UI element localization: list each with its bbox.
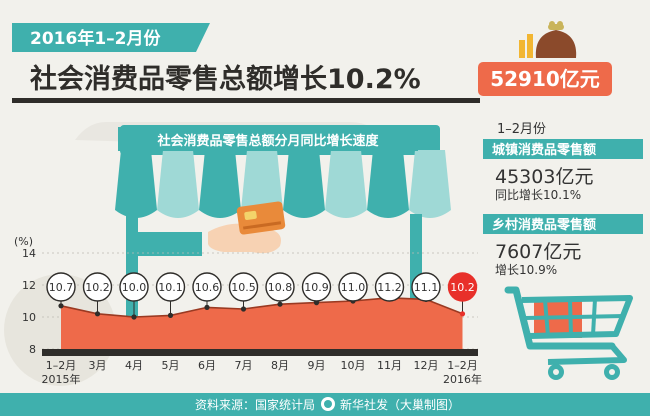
value-bubble [374, 272, 405, 302]
value-bubble [119, 272, 149, 302]
value-label: 10.9 [304, 281, 329, 294]
awning [115, 150, 451, 218]
data-point [459, 311, 466, 317]
data-point [204, 304, 210, 310]
awning-stripe [283, 150, 325, 218]
shop-sign [128, 232, 202, 256]
x-year-label: 2015年 [42, 372, 81, 386]
value-bubble [192, 272, 222, 302]
x-tick-label: 1–2月 [46, 359, 77, 372]
y-tick-label: 14 [22, 247, 36, 260]
value-bubble [155, 272, 186, 302]
rural-growth: 增长10.9% [495, 263, 557, 277]
x-tick-label: 1–2月 [447, 359, 478, 372]
x-tick-label: 4月 [125, 359, 143, 372]
x-tick-label: 12月 [414, 359, 439, 372]
growth-area [61, 297, 463, 349]
rural-title: 乡村消费品零售额 [492, 217, 596, 233]
value-bubble [265, 272, 295, 302]
value-label: 11.1 [414, 281, 439, 294]
hand-card-icon [208, 201, 286, 254]
sidebar-period: 1–2月份 [497, 122, 546, 137]
headline: 社会消费品零售总额增长10.2% [30, 63, 421, 95]
urban-title-bg [483, 139, 643, 159]
x-tick-label: 8月 [271, 359, 289, 372]
x-axis-bar [42, 349, 478, 356]
value-label: 10.2 [85, 281, 110, 294]
awning-stripe [409, 150, 451, 218]
data-point [277, 301, 283, 307]
value-label: 10.1 [158, 281, 183, 294]
date-banner [12, 23, 210, 52]
value-label: 10.5 [231, 281, 256, 294]
awning-stripe [157, 150, 199, 218]
total-badge [478, 62, 612, 96]
value-bubble [411, 272, 441, 302]
data-point [131, 314, 137, 320]
value-bubble [46, 272, 76, 302]
chart-title-ribbon [118, 127, 418, 151]
value-label: 10.7 [49, 281, 74, 294]
sidebar: 1–2月份 城镇消费品零售额 45303亿元 同比增长10.1% 乡村消费品零售… [483, 122, 643, 380]
awning-stripe [367, 150, 409, 218]
rural-title-bg [483, 214, 643, 234]
awning-stripe [325, 150, 367, 218]
y-tick-label: 8 [29, 343, 36, 356]
data-point [58, 303, 64, 309]
value-bubble [228, 272, 259, 302]
footer: 资料来源：国家统计局 新华社发（大巢制图） [0, 393, 650, 416]
value-label: 10.8 [268, 281, 293, 294]
value-bubble [82, 272, 113, 302]
growth-chart: (%) 14 12 10 8 10.7 10.2 10.0 10.1 10.6 10.5 10.8… [14, 235, 482, 386]
total-value: 52910亿元 [490, 67, 600, 91]
value-label: 10.0 [122, 281, 147, 294]
x-tick-label: 10月 [341, 359, 366, 372]
credit-text: 新华社发（大巢制图） [340, 397, 460, 412]
header: 2016年1–2月份 社会消费品零售总额增长10.2% 52910亿元 [12, 21, 612, 103]
data-point [94, 311, 101, 317]
store-pillar-left [126, 214, 138, 324]
value-bubble [338, 272, 368, 302]
purse-icon [519, 21, 577, 58]
source-text: 资料来源：国家统计局 [195, 397, 315, 412]
y-grid: 14 12 10 8 [22, 247, 478, 356]
x-tick-label: 3月 [89, 359, 107, 372]
xinhua-logo-icon [321, 397, 335, 411]
x-tick-label: 6月 [198, 359, 216, 372]
awning-stripe [199, 150, 241, 218]
y-axis-unit: (%) [14, 235, 33, 248]
headline-underline [12, 98, 480, 103]
value-bubble [447, 272, 478, 302]
x-tick-label: 9月 [308, 359, 326, 372]
rural-value: 7607亿元 [495, 241, 581, 263]
value-label: 10.2 [450, 281, 475, 294]
data-point [240, 306, 247, 312]
y-tick-label: 10 [22, 311, 36, 324]
urban-growth: 同比增长10.1% [495, 188, 581, 202]
shopping-cart-icon [504, 286, 633, 380]
value-label: 11.2 [377, 281, 402, 294]
x-year-label: 2016年 [443, 372, 482, 386]
data-labels: 10.7 10.2 10.0 10.1 10.6 10.5 10.8 10.9 11.0 11.2… [46, 272, 478, 320]
value-label: 10.6 [195, 281, 220, 294]
awning-stripe [241, 150, 283, 218]
x-tick-label: 11月 [377, 359, 402, 372]
x-tick-label: 7月 [235, 359, 253, 372]
date-label: 2016年1–2月份 [30, 28, 161, 49]
data-point [167, 312, 174, 318]
chart-title: 社会消费品零售总额分月同比增长速度 [156, 133, 379, 149]
urban-title: 城镇消费品零售额 [492, 142, 596, 158]
x-tick-label: 5月 [162, 359, 180, 372]
awning-stripe [115, 150, 157, 218]
value-bubble [301, 272, 332, 302]
urban-value: 45303亿元 [495, 166, 593, 188]
y-tick-label: 12 [22, 279, 36, 292]
value-label: 11.0 [341, 281, 366, 294]
